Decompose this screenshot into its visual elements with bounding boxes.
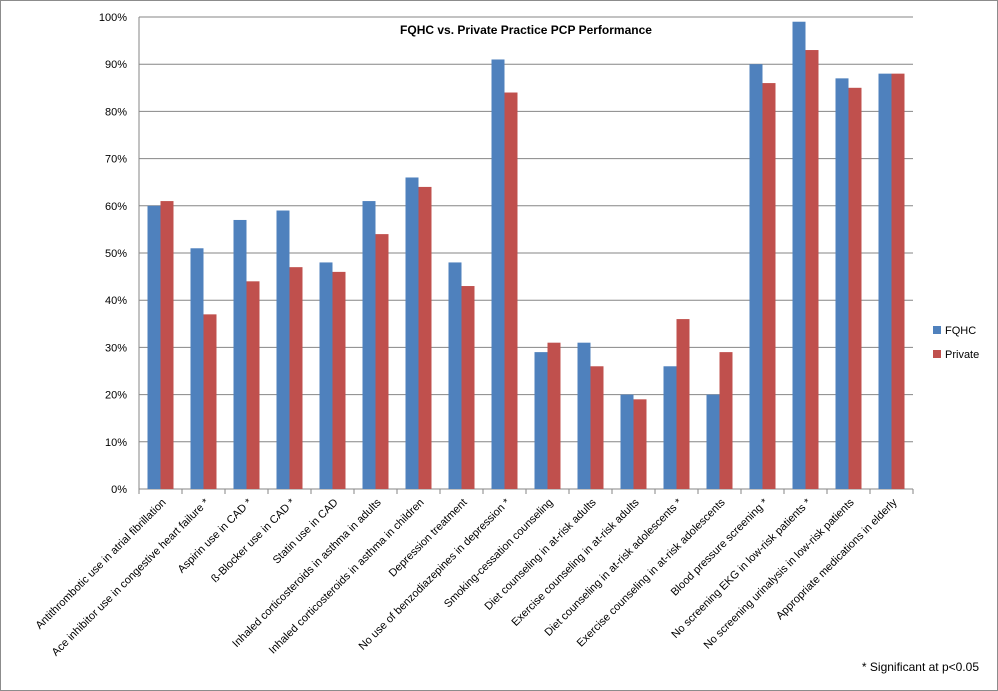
significance-footnote: * Significant at p<0.05: [861, 660, 979, 674]
y-tick-label: 50%: [105, 248, 127, 260]
y-tick-label: 60%: [105, 201, 127, 213]
bar-private: [848, 87, 862, 490]
bar-fqhc: [706, 394, 720, 489]
bar-private: [891, 73, 905, 489]
bar-fqhc: [448, 262, 462, 489]
bar-private: [418, 186, 432, 490]
bar-fqhc: [620, 394, 634, 489]
bar-private: [160, 201, 174, 489]
bar-fqhc: [577, 342, 591, 489]
bar-private: [590, 366, 604, 489]
chart-title: FQHC vs. Private Practice PCP Performanc…: [400, 23, 652, 37]
bar-fqhc: [792, 21, 806, 489]
bar-fqhc: [749, 64, 763, 489]
bar-fqhc: [147, 205, 161, 490]
x-tick-label: Depression treatment: [387, 497, 470, 580]
bar-fqhc: [534, 352, 548, 489]
x-tick-label: Inhaled corticosteroids in asthma in chi…: [267, 497, 427, 657]
y-tick-label: 70%: [105, 154, 127, 166]
bar-fqhc: [190, 248, 204, 489]
bar-private: [203, 314, 217, 489]
bar-private: [676, 319, 690, 489]
bar-private: [633, 399, 647, 489]
legend-swatch-fqhc: [933, 326, 941, 334]
bar-fqhc: [233, 219, 247, 489]
bar-fqhc: [405, 177, 419, 490]
bar-private: [332, 271, 346, 489]
x-tick-label: No screening urinalysis in low-risk pati…: [702, 496, 857, 651]
bar-private: [504, 92, 518, 490]
y-tick-label: 80%: [105, 106, 127, 118]
bar-fqhc: [362, 201, 376, 489]
bar-fqhc: [878, 73, 892, 489]
legend-swatch-private: [933, 350, 941, 358]
y-tick-label: 40%: [105, 295, 127, 307]
bar-private: [762, 83, 776, 489]
bar-fqhc: [835, 78, 849, 490]
bar-private: [547, 342, 561, 489]
x-tick-label: Ace inhibitor use in congestive heart fa…: [50, 496, 212, 658]
bar-private: [461, 286, 475, 489]
x-tick-label: No use of benzodiazepines in depression …: [357, 496, 513, 652]
x-tick-label: Inhaled corticosteroids in asthma in adu…: [230, 496, 384, 650]
bar-private: [289, 267, 303, 489]
x-tick-label: Aspirin use in CAD *: [176, 496, 255, 575]
bar-private: [246, 281, 260, 489]
y-tick-label: 90%: [105, 59, 127, 71]
bar-fqhc: [491, 59, 505, 489]
legend-label-fqhc: FQHC: [945, 325, 976, 337]
bar-private: [375, 234, 389, 489]
y-tick-label: 10%: [105, 437, 127, 449]
y-tick-label: 100%: [99, 12, 127, 24]
bar-private: [719, 352, 733, 489]
y-tick-label: 20%: [105, 390, 127, 402]
bar-fqhc: [276, 210, 290, 489]
bar-private: [805, 50, 819, 489]
bar-fqhc: [319, 262, 333, 489]
y-tick-label: 0%: [111, 484, 127, 496]
y-tick-label: 30%: [105, 342, 127, 354]
legend-label-private: Private: [945, 349, 979, 361]
x-tick-label: Exercise counseling in at-risk adolescen…: [575, 496, 728, 649]
x-tick-label: ß-Blocker use in CAD *: [209, 496, 298, 585]
bar-fqhc: [663, 366, 677, 489]
